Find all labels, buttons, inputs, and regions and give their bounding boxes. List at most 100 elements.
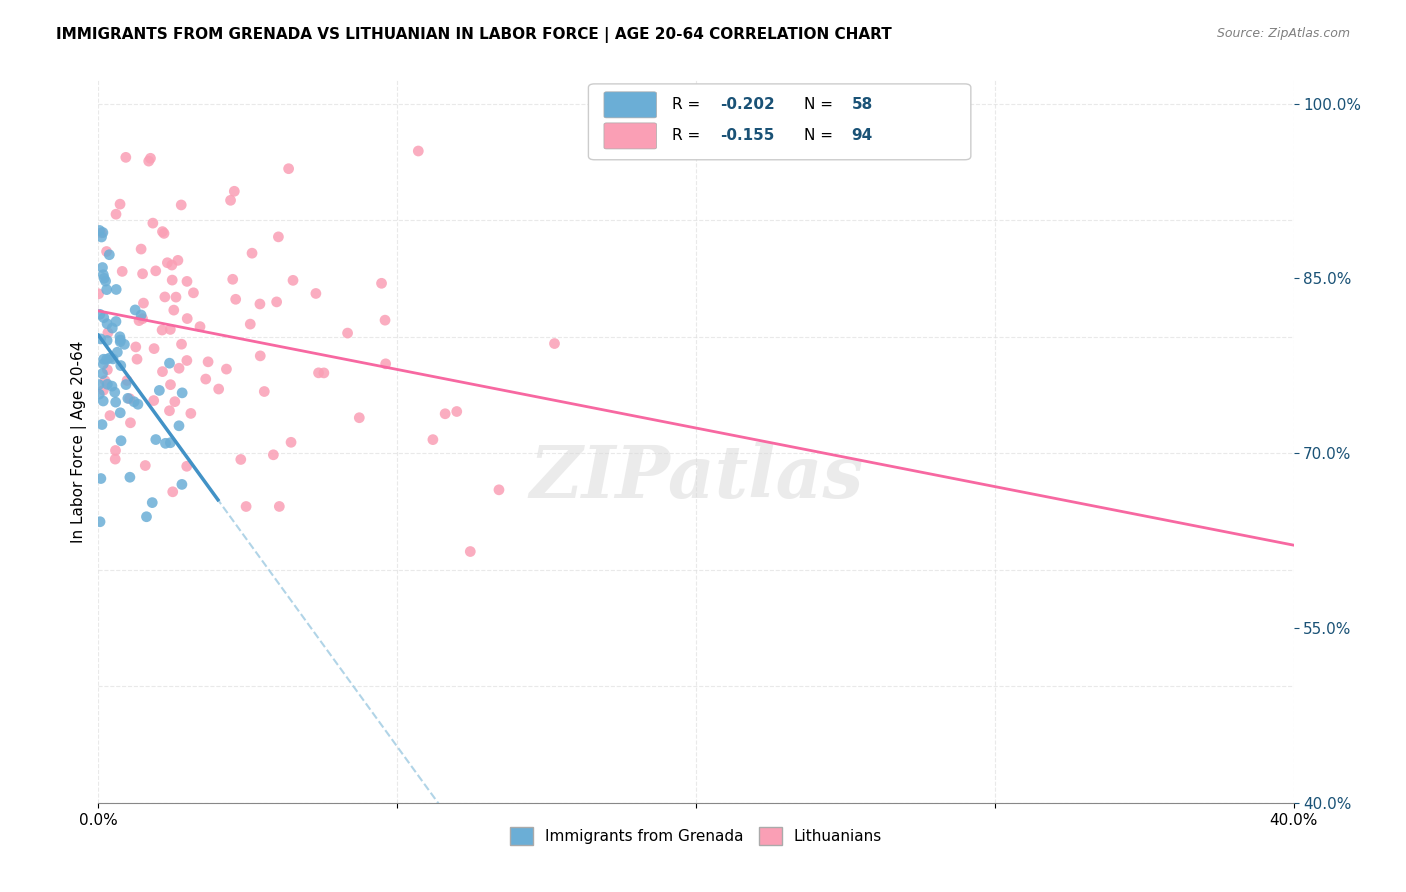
Lithuanians bbox=[215, 362, 238, 376]
Lithuanians bbox=[96, 244, 118, 259]
Lithuanians bbox=[266, 294, 288, 309]
Lithuanians bbox=[118, 392, 141, 406]
Lithuanians bbox=[108, 197, 131, 211]
Lithuanians bbox=[142, 216, 165, 230]
Lithuanians bbox=[249, 349, 271, 363]
Immigrants from Grenada bbox=[110, 359, 132, 373]
Immigrants from Grenada bbox=[89, 307, 111, 321]
Immigrants from Grenada bbox=[129, 308, 152, 322]
Lithuanians bbox=[197, 355, 219, 369]
Text: 58: 58 bbox=[852, 97, 873, 112]
Immigrants from Grenada bbox=[167, 418, 190, 433]
Lithuanians bbox=[253, 384, 276, 399]
Immigrants from Grenada bbox=[87, 377, 110, 392]
Immigrants from Grenada bbox=[98, 351, 121, 365]
Immigrants from Grenada bbox=[110, 333, 132, 347]
Lithuanians bbox=[176, 459, 198, 474]
Text: 94: 94 bbox=[852, 128, 873, 144]
Immigrants from Grenada bbox=[108, 330, 131, 344]
Lithuanians bbox=[128, 313, 150, 327]
Lithuanians bbox=[170, 198, 193, 212]
Lithuanians bbox=[94, 374, 117, 388]
Lithuanians bbox=[370, 277, 392, 291]
Lithuanians bbox=[165, 290, 187, 304]
Immigrants from Grenada bbox=[122, 394, 145, 409]
Lithuanians bbox=[156, 256, 179, 270]
Immigrants from Grenada bbox=[115, 377, 138, 392]
Lithuanians bbox=[167, 361, 190, 376]
Lithuanians bbox=[208, 382, 231, 396]
Lithuanians bbox=[104, 443, 127, 458]
Immigrants from Grenada bbox=[117, 392, 139, 406]
Immigrants from Grenada bbox=[90, 332, 112, 346]
Text: N =: N = bbox=[804, 97, 838, 112]
Lithuanians bbox=[120, 416, 142, 430]
Lithuanians bbox=[150, 323, 173, 337]
Lithuanians bbox=[125, 340, 148, 354]
Lithuanians bbox=[142, 393, 165, 408]
Lithuanians bbox=[188, 319, 211, 334]
Lithuanians bbox=[249, 297, 271, 311]
Immigrants from Grenada bbox=[93, 352, 115, 367]
Immigrants from Grenada bbox=[104, 314, 127, 328]
Lithuanians bbox=[240, 246, 263, 260]
Immigrants from Grenada bbox=[159, 435, 181, 450]
Lithuanians bbox=[152, 365, 174, 379]
Immigrants from Grenada bbox=[104, 385, 127, 400]
Immigrants from Grenada bbox=[94, 274, 117, 288]
Text: ZIPatlas: ZIPatlas bbox=[529, 442, 863, 513]
Lithuanians bbox=[162, 484, 184, 499]
Immigrants from Grenada bbox=[101, 321, 124, 335]
Lithuanians bbox=[434, 407, 457, 421]
Immigrants from Grenada bbox=[91, 226, 114, 240]
Lithuanians bbox=[143, 342, 166, 356]
Immigrants from Grenada bbox=[105, 345, 128, 359]
Immigrants from Grenada bbox=[91, 367, 114, 381]
Lithuanians bbox=[104, 452, 127, 467]
Lithuanians bbox=[163, 303, 186, 318]
Lithuanians bbox=[336, 326, 359, 340]
Immigrants from Grenada bbox=[91, 394, 114, 409]
Lithuanians bbox=[176, 274, 198, 288]
Text: IMMIGRANTS FROM GRENADA VS LITHUANIAN IN LABOR FORCE | AGE 20-64 CORRELATION CHA: IMMIGRANTS FROM GRENADA VS LITHUANIAN IN… bbox=[56, 27, 891, 43]
Lithuanians bbox=[98, 409, 121, 423]
Immigrants from Grenada bbox=[108, 334, 131, 349]
Lithuanians bbox=[312, 366, 335, 380]
Immigrants from Grenada bbox=[91, 357, 114, 371]
Lithuanians bbox=[235, 500, 257, 514]
Lithuanians bbox=[239, 317, 262, 331]
Immigrants from Grenada bbox=[118, 470, 141, 484]
Immigrants from Grenada bbox=[101, 351, 124, 366]
Lithuanians bbox=[374, 357, 396, 371]
Immigrants from Grenada bbox=[172, 385, 194, 400]
Immigrants from Grenada bbox=[93, 310, 115, 325]
Lithuanians bbox=[129, 242, 152, 256]
Text: R =: R = bbox=[672, 128, 706, 144]
Immigrants from Grenada bbox=[104, 395, 127, 409]
Lithuanians bbox=[159, 322, 181, 336]
Lithuanians bbox=[160, 258, 183, 272]
Lithuanians bbox=[114, 150, 136, 164]
Immigrants from Grenada bbox=[112, 337, 135, 351]
Lithuanians bbox=[194, 372, 217, 386]
Legend: Immigrants from Grenada, Lithuanians: Immigrants from Grenada, Lithuanians bbox=[502, 819, 890, 853]
Lithuanians bbox=[277, 161, 299, 176]
Lithuanians bbox=[170, 337, 193, 351]
Immigrants from Grenada bbox=[91, 417, 114, 432]
Immigrants from Grenada bbox=[89, 387, 111, 401]
Text: N =: N = bbox=[804, 128, 838, 144]
Lithuanians bbox=[139, 151, 162, 165]
Lithuanians bbox=[111, 264, 134, 278]
Immigrants from Grenada bbox=[127, 397, 149, 411]
Lithuanians bbox=[280, 435, 302, 450]
Lithuanians bbox=[488, 483, 510, 497]
Lithuanians bbox=[269, 500, 291, 514]
Immigrants from Grenada bbox=[141, 495, 163, 509]
Immigrants from Grenada bbox=[105, 283, 128, 297]
Lithuanians bbox=[131, 267, 153, 281]
Lithuanians bbox=[225, 293, 247, 307]
Lithuanians bbox=[180, 406, 202, 420]
Y-axis label: In Labor Force | Age 20-64: In Labor Force | Age 20-64 bbox=[72, 341, 87, 542]
Lithuanians bbox=[131, 311, 153, 326]
Immigrants from Grenada bbox=[90, 471, 112, 485]
